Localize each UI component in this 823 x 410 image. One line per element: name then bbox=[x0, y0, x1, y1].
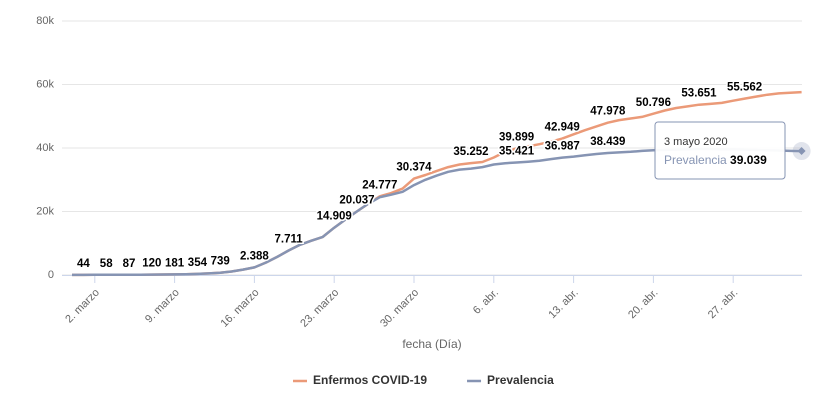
hover-marker bbox=[797, 147, 806, 156]
data-label: 181 bbox=[165, 257, 185, 269]
data-label: 50.796 bbox=[636, 97, 671, 109]
legend-label[interactable]: Enfermos COVID-19 bbox=[313, 373, 427, 387]
data-label: 53.651 bbox=[681, 88, 717, 100]
x-axis-title: fecha (Día) bbox=[402, 337, 461, 351]
x-tick-label: 2. marzo bbox=[63, 287, 102, 326]
data-label: 47.978 bbox=[590, 106, 626, 118]
data-label: 354 bbox=[188, 257, 208, 269]
data-label: 42.949 bbox=[545, 122, 580, 134]
tooltip-body: Prevalencia 39.039 bbox=[664, 153, 767, 167]
data-label: 739 bbox=[211, 256, 230, 268]
data-label: 7.711 bbox=[275, 234, 304, 246]
y-tick-label: 60k bbox=[36, 78, 54, 90]
y-tick-label: 80k bbox=[36, 15, 54, 27]
y-tick-label: 0 bbox=[48, 269, 54, 281]
x-tick-label: 20. abr. bbox=[626, 287, 660, 321]
data-label: 120 bbox=[142, 258, 161, 270]
series-layer bbox=[72, 90, 802, 277]
tooltip-value: 39.039 bbox=[730, 153, 767, 167]
x-tick-label: 30. marzo bbox=[378, 287, 421, 330]
legend: Enfermos COVID-19 Prevalencia bbox=[293, 373, 554, 387]
data-label: 55.562 bbox=[727, 82, 762, 94]
x-tick-label: 9. marzo bbox=[143, 287, 182, 326]
tooltip-series: Prevalencia bbox=[664, 153, 727, 167]
x-tick-label: 6. abr. bbox=[471, 287, 501, 317]
tooltip-box bbox=[654, 121, 786, 180]
data-label: 20.037 bbox=[339, 194, 374, 206]
data-label: 14.909 bbox=[317, 211, 352, 223]
data-label: 35.252 bbox=[453, 146, 488, 158]
data-label: 24.777 bbox=[362, 179, 397, 191]
data-label: 36.987 bbox=[545, 141, 580, 153]
data-label: 2.388 bbox=[240, 250, 269, 262]
data-label: 35.421 bbox=[499, 146, 535, 158]
x-tick-label: 13. abr. bbox=[546, 287, 580, 321]
data-label: 39.899 bbox=[499, 131, 534, 143]
tooltip-title: 3 mayo 2020 bbox=[664, 136, 728, 148]
data-label: 38.439 bbox=[590, 136, 625, 148]
data-label: 58 bbox=[100, 258, 113, 270]
data-label: 30.374 bbox=[396, 162, 432, 174]
y-tick-label: 20k bbox=[36, 205, 54, 217]
legend-label[interactable]: Prevalencia bbox=[487, 373, 554, 387]
x-tick-label: 23. marzo bbox=[298, 287, 341, 330]
label-layer: 44 58 87 120 181 354 739 2.388 7.711 14.909 20.037… bbox=[76, 80, 811, 271]
tooltip: 3 mayo 2020 Prevalencia 39.039 bbox=[654, 121, 786, 180]
data-label: 44 bbox=[77, 258, 90, 270]
x-tick-label: 16. marzo bbox=[218, 287, 261, 330]
y-tick-label: 40k bbox=[36, 142, 54, 154]
series-line bbox=[72, 90, 802, 277]
data-label: 87 bbox=[123, 258, 136, 270]
x-tick-label: 27. abr. bbox=[706, 287, 740, 321]
